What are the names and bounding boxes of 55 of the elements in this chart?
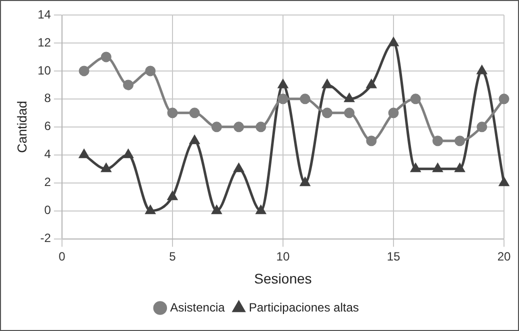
- y-tick-label: -2: [40, 231, 52, 246]
- y-tick-label: 8: [44, 91, 52, 106]
- point: [146, 206, 156, 214]
- point: [167, 108, 178, 118]
- x-tick-label: 15: [386, 249, 400, 264]
- y-tick-label: 12: [38, 35, 52, 50]
- point: [366, 136, 377, 146]
- legend-label: Asistencia: [170, 300, 226, 314]
- point: [278, 94, 288, 104]
- point: [189, 108, 200, 118]
- point: [123, 80, 134, 90]
- x-tick-label: 0: [58, 249, 66, 264]
- y-tick-label: 4: [44, 147, 52, 162]
- point: [499, 178, 509, 186]
- point: [78, 66, 90, 76]
- point: [79, 150, 89, 158]
- point: [101, 164, 111, 172]
- point: [476, 122, 488, 132]
- point: [212, 206, 222, 214]
- x-tick-label: 10: [276, 249, 290, 264]
- y-tick-label: 6: [44, 119, 52, 134]
- point: [145, 66, 156, 76]
- y-tick-label: 14: [38, 7, 52, 22]
- x-tick-label: 5: [169, 249, 176, 264]
- y-tick-label: 10: [38, 63, 52, 78]
- point: [211, 122, 222, 132]
- point: [100, 52, 112, 62]
- legend-label: Participaciones altas: [248, 300, 359, 314]
- point: [432, 136, 443, 146]
- point: [256, 206, 266, 214]
- y-tick-label: 2: [44, 175, 52, 190]
- point: [477, 66, 487, 74]
- point: [190, 136, 200, 144]
- point: [300, 178, 310, 186]
- point: [278, 80, 288, 88]
- point: [322, 108, 332, 118]
- point: [455, 164, 465, 172]
- point: [388, 108, 399, 118]
- y-tick-label: 0: [44, 203, 52, 218]
- x-axis-title: Sesiones: [254, 270, 312, 286]
- point: [300, 94, 310, 104]
- y-axis-title: Cantidad: [14, 100, 30, 153]
- point: [498, 94, 510, 104]
- point: [234, 122, 244, 132]
- point: [256, 122, 266, 132]
- point: [388, 38, 398, 46]
- point: [168, 192, 178, 200]
- point: [344, 108, 355, 118]
- point: [322, 80, 332, 88]
- x-tick-label: 20: [497, 249, 511, 264]
- point: [366, 80, 376, 88]
- point: [410, 164, 420, 172]
- point: [432, 164, 442, 172]
- point: [454, 136, 466, 146]
- point: [410, 94, 421, 104]
